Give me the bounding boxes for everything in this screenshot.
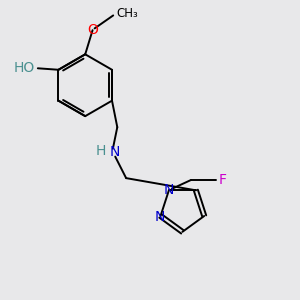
Text: N: N [155,210,165,224]
Text: H: H [95,144,106,158]
Text: HO: HO [14,61,35,75]
Text: F: F [219,173,227,187]
Text: O: O [88,22,99,37]
Text: N: N [110,145,120,159]
Text: CH₃: CH₃ [117,8,139,20]
Text: N: N [164,183,174,197]
